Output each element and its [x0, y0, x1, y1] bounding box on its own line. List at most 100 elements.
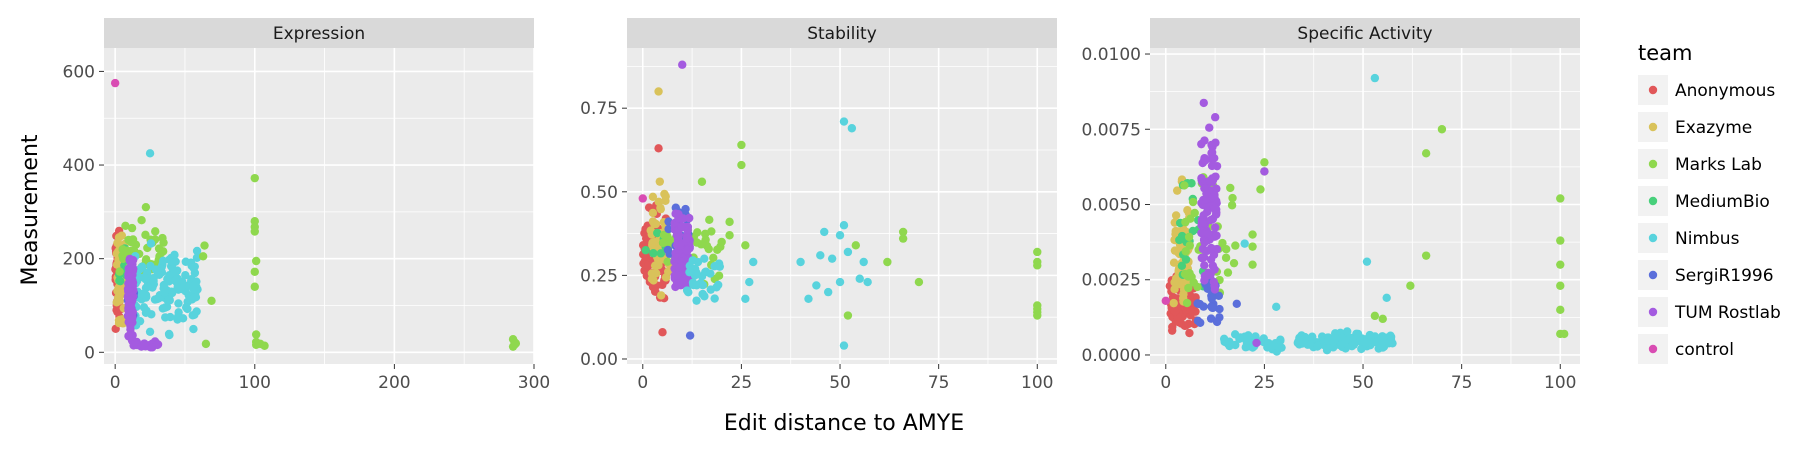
data-point-tum-rostlab — [677, 222, 686, 231]
data-point-tum-rostlab — [1202, 271, 1211, 280]
legend-marker — [1648, 344, 1658, 354]
legend-title: team — [1638, 41, 1692, 65]
data-point-nimbus — [692, 268, 701, 277]
legend-item-control: control — [1638, 334, 1734, 364]
data-point-marks-lab — [663, 257, 672, 266]
facet-strip — [104, 18, 534, 48]
data-point-nimbus — [710, 294, 719, 303]
facet-panel-stability: Stability 0 25 50 75 100 0.00 0.25 0.50 0.75 — [580, 18, 1057, 393]
legend-item-tum-rostlab: TUM Rostlab — [1638, 297, 1781, 327]
data-point-exazyme — [113, 238, 122, 248]
data-point-tum-rostlab — [676, 240, 685, 250]
data-point-tum-rostlab — [1207, 244, 1216, 253]
data-point-nimbus — [1362, 257, 1372, 266]
data-point-marks-lab — [127, 223, 137, 233]
data-point-tum-rostlab — [1208, 160, 1217, 170]
legend: team Anonymous Exazyme Marks Lab MediumBio N… — [1638, 41, 1781, 364]
data-point-nimbus — [154, 294, 163, 303]
data-point-exazyme — [1169, 298, 1178, 308]
data-point-tum-rostlab — [1210, 113, 1220, 122]
data-point-nimbus — [1276, 336, 1285, 345]
data-point-nimbus — [1378, 336, 1387, 345]
data-point-nimbus — [843, 247, 853, 257]
facet-panels: Expression 0 100 200 300 0 200 400 600 Stability 0… — [63, 18, 1580, 393]
data-point-nimbus — [823, 287, 833, 297]
data-point-marks-lab — [1226, 183, 1235, 193]
legend-item-mediumbio: MediumBio — [1638, 186, 1770, 216]
data-point-marks-lab — [141, 202, 151, 212]
x-tick-label: 25 — [731, 373, 753, 393]
data-point-marks-lab — [251, 330, 261, 339]
data-point-anonymous — [654, 144, 663, 153]
data-point-tum-rostlab — [679, 277, 688, 287]
data-point-exazyme — [655, 177, 665, 186]
data-point-exazyme — [1170, 284, 1179, 294]
data-point-marks-lab — [693, 228, 702, 237]
data-point-marks-lab — [115, 267, 124, 276]
data-point-exazyme — [117, 231, 127, 240]
data-point-nimbus — [839, 341, 849, 350]
data-point-marks-lab — [158, 247, 168, 256]
data-point-exazyme — [1171, 211, 1181, 220]
x-tick-label: 0 — [637, 373, 648, 393]
data-point-mediumbio — [1175, 235, 1184, 245]
data-points — [110, 78, 521, 352]
data-point-sergir1996 — [1207, 294, 1216, 303]
data-point-nimbus — [135, 316, 145, 326]
data-point-tum-rostlab — [1202, 195, 1211, 204]
legend-label: MediumBio — [1675, 192, 1770, 212]
data-point-marks-lab — [1556, 281, 1565, 290]
data-point-marks-lab — [158, 233, 167, 243]
data-point-nimbus — [1356, 337, 1365, 346]
data-point-marks-lab — [1184, 283, 1193, 293]
legend-marker — [1648, 122, 1658, 132]
data-point-marks-lab — [1033, 311, 1042, 320]
data-point-nimbus — [820, 227, 829, 237]
data-point-nimbus — [863, 277, 872, 287]
data-point-nimbus — [685, 267, 694, 277]
data-point-nimbus — [1329, 343, 1338, 352]
data-point-mediumbio — [649, 249, 658, 258]
data-point-tum-rostlab — [1200, 156, 1210, 165]
x-tick-label: 50 — [829, 373, 851, 393]
data-point-sergir1996 — [663, 245, 673, 255]
data-point-nimbus — [1341, 336, 1351, 345]
data-point-nimbus — [855, 274, 864, 283]
data-point-tum-rostlab — [1197, 174, 1206, 183]
data-point-marks-lab — [1182, 298, 1192, 308]
data-point-anonymous — [640, 228, 649, 238]
data-point-mediumbio — [1177, 261, 1187, 271]
data-point-nimbus — [688, 256, 697, 265]
data-point-nimbus — [181, 271, 190, 280]
data-point-marks-lab — [725, 217, 734, 227]
data-point-nimbus — [159, 256, 168, 266]
data-point-marks-lab — [1556, 194, 1565, 203]
data-point-nimbus — [1313, 342, 1322, 351]
data-point-sergir1996 — [1215, 304, 1224, 314]
data-point-marks-lab — [250, 267, 259, 276]
facet-panel-specific-activity: Specific Activity 0 25 50 75 100 0.0000 0.0025 0… — [1082, 18, 1580, 393]
facet-strip-label: Specific Activity — [1297, 24, 1432, 44]
data-point-nimbus — [163, 296, 173, 305]
legend-label: control — [1675, 340, 1734, 360]
data-point-tum-rostlab — [1200, 261, 1209, 270]
data-point-marks-lab — [1256, 185, 1265, 194]
data-point-exazyme — [650, 261, 660, 270]
data-point-marks-lab — [1556, 305, 1565, 315]
data-point-nimbus — [804, 294, 813, 303]
data-point-marks-lab — [717, 237, 726, 247]
data-point-nimbus — [146, 239, 156, 248]
data-point-nimbus — [1272, 302, 1281, 312]
data-point-marks-lab — [705, 215, 714, 225]
data-point-nimbus — [142, 292, 151, 302]
data-point-anonymous — [1185, 290, 1195, 300]
facet-strip-label: Stability — [807, 24, 877, 44]
legend-marker — [1648, 159, 1658, 169]
y-tick-label: 0.00 — [580, 350, 618, 370]
data-point-exazyme — [660, 189, 669, 199]
data-point-marks-lab — [1556, 260, 1565, 269]
data-point-control — [638, 194, 647, 203]
data-point-nimbus — [181, 303, 191, 312]
data-point-nimbus — [1300, 335, 1309, 344]
x-tick-label: 100 — [1021, 373, 1053, 393]
